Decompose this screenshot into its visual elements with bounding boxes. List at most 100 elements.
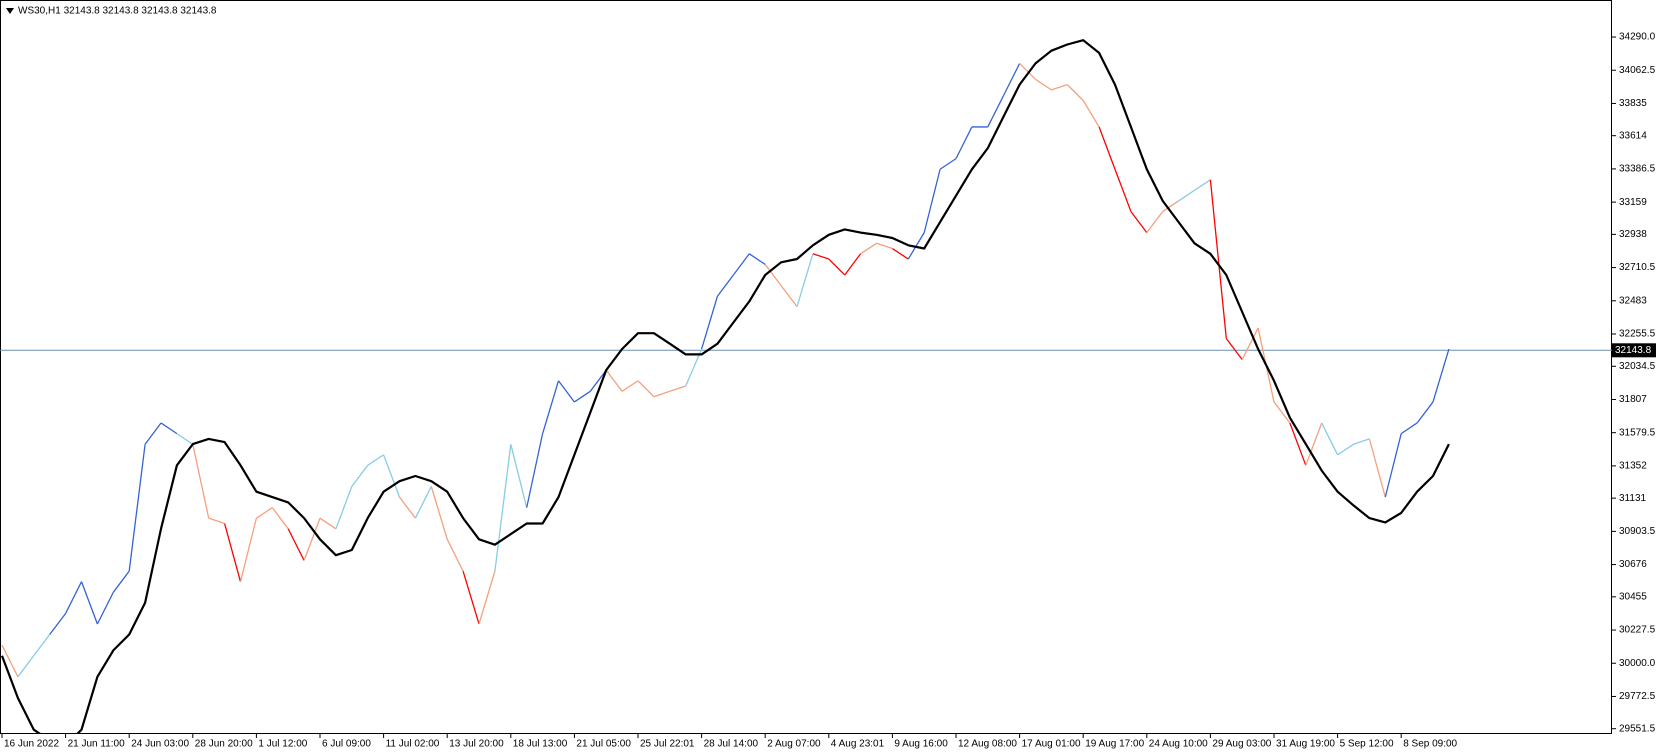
price-segment bbox=[1114, 169, 1132, 212]
price-segment bbox=[1241, 327, 1259, 360]
plot-frame bbox=[0, 0, 1612, 734]
price-segment bbox=[351, 464, 369, 487]
x-tick-label: 19 Aug 17:00 bbox=[1085, 739, 1144, 750]
price-segment bbox=[844, 253, 862, 276]
price-segment bbox=[526, 433, 544, 508]
menu-triangle[interactable] bbox=[6, 8, 14, 14]
price-segment bbox=[239, 517, 258, 582]
current-price-label: 32143.8 bbox=[1615, 345, 1652, 356]
price-segment bbox=[1289, 422, 1307, 466]
price-segment bbox=[987, 94, 1005, 128]
x-tick-label: 24 Aug 10:00 bbox=[1149, 739, 1208, 750]
price-segment bbox=[637, 380, 655, 398]
price-segment bbox=[112, 570, 130, 593]
y-tick-label: 33835 bbox=[1619, 98, 1647, 109]
x-tick-label: 6 Jul 09:00 bbox=[322, 739, 371, 750]
y-tick-label: 30455 bbox=[1619, 591, 1647, 602]
price-segment bbox=[605, 369, 623, 392]
price-segment bbox=[1178, 189, 1195, 202]
price-segment bbox=[669, 385, 686, 392]
price-segment bbox=[1019, 62, 1036, 80]
price-segment bbox=[65, 581, 83, 614]
x-tick-label: 16 Jun 2022 bbox=[4, 739, 59, 750]
price-segment bbox=[382, 454, 401, 498]
y-tick-label: 32255.5 bbox=[1619, 329, 1656, 340]
y-tick-label: 32710.5 bbox=[1619, 262, 1656, 273]
price-segment bbox=[367, 454, 384, 466]
x-tick-label: 29 Aug 03:00 bbox=[1212, 739, 1271, 750]
y-tick-label: 33386.5 bbox=[1619, 164, 1656, 175]
price-segment bbox=[430, 486, 448, 540]
price-segment bbox=[796, 253, 814, 307]
y-tick-label: 30903.5 bbox=[1619, 526, 1656, 537]
plot-area bbox=[0, 39, 1612, 734]
price-segment bbox=[176, 433, 194, 445]
price-segment bbox=[1066, 84, 1084, 101]
price-segment bbox=[494, 444, 512, 572]
price-segment bbox=[1384, 433, 1402, 498]
y-tick-label: 30000.0 bbox=[1619, 658, 1656, 669]
price-segment bbox=[1368, 438, 1386, 498]
y-tick-label: 33614 bbox=[1619, 130, 1647, 141]
price-segment bbox=[621, 380, 639, 392]
price-segment bbox=[1273, 401, 1291, 424]
x-tick-label: 31 Aug 19:00 bbox=[1276, 739, 1335, 750]
x-tick-label: 5 Sep 12:00 bbox=[1340, 739, 1394, 750]
x-tick-label: 17 Aug 01:00 bbox=[1022, 739, 1081, 750]
price-segment bbox=[764, 264, 782, 287]
price-segment bbox=[748, 253, 766, 265]
price-segment bbox=[923, 169, 941, 233]
price-segment bbox=[510, 444, 528, 508]
price-segment bbox=[1130, 211, 1148, 234]
price-segment bbox=[1035, 78, 1052, 91]
price-segment bbox=[589, 369, 607, 392]
price-segment bbox=[17, 655, 35, 678]
price-segment bbox=[1194, 179, 1211, 191]
price-segment bbox=[1, 644, 19, 678]
price-segment bbox=[732, 253, 750, 276]
x-tick-label: 25 Jul 22:01 bbox=[640, 739, 695, 750]
price-segment bbox=[96, 592, 114, 625]
y-tick-label: 29772.5 bbox=[1619, 691, 1656, 702]
price-segment bbox=[955, 126, 973, 159]
x-tick-label: 4 Aug 23:01 bbox=[831, 739, 885, 750]
price-segment bbox=[1209, 179, 1227, 339]
y-tick-label: 34290.0 bbox=[1619, 32, 1656, 43]
price-segment bbox=[1305, 422, 1323, 466]
price-segment bbox=[1003, 63, 1021, 96]
chart-title: WS30,H1 32143.8 32143.8 32143.8 32143.8 bbox=[18, 6, 217, 17]
price-segment bbox=[414, 486, 432, 519]
y-tick-label: 32483 bbox=[1619, 295, 1647, 306]
price-segment bbox=[892, 247, 909, 260]
price-segment bbox=[223, 523, 242, 582]
y-tick-label: 31131 bbox=[1619, 493, 1647, 504]
y-tick-label: 31579.5 bbox=[1619, 427, 1656, 438]
price-segment bbox=[541, 380, 560, 434]
y-tick-label: 31807 bbox=[1619, 394, 1647, 405]
price-segment bbox=[33, 634, 51, 657]
price-segment bbox=[208, 517, 225, 525]
x-tick-label: 21 Jul 05:00 bbox=[576, 739, 631, 750]
price-segment bbox=[335, 486, 353, 530]
price-segment bbox=[319, 517, 337, 530]
x-tick-label: 18 Jul 13:00 bbox=[513, 739, 568, 750]
price-segment bbox=[1432, 348, 1450, 403]
price-segment bbox=[128, 444, 146, 572]
x-tick-label: 28 Jun 20:00 bbox=[195, 739, 253, 750]
price-segment bbox=[271, 507, 289, 530]
price-segment bbox=[1162, 200, 1179, 212]
x-tick-label: 13 Jul 20:00 bbox=[449, 739, 504, 750]
moving-average bbox=[0, 39, 1450, 734]
price-segment bbox=[1146, 211, 1164, 234]
price-segment bbox=[860, 242, 877, 255]
price-segment bbox=[716, 274, 734, 297]
price-segment bbox=[1416, 401, 1434, 424]
y-tick-label: 34062.5 bbox=[1619, 65, 1656, 76]
x-tick-label: 1 Jul 12:00 bbox=[258, 739, 307, 750]
x-tick-label: 2 Aug 07:00 bbox=[767, 739, 821, 750]
price-segment bbox=[812, 253, 830, 260]
price-segment bbox=[462, 570, 480, 625]
y-tick-label: 32034.5 bbox=[1619, 361, 1656, 372]
x-tick-label: 12 Aug 08:00 bbox=[958, 739, 1017, 750]
